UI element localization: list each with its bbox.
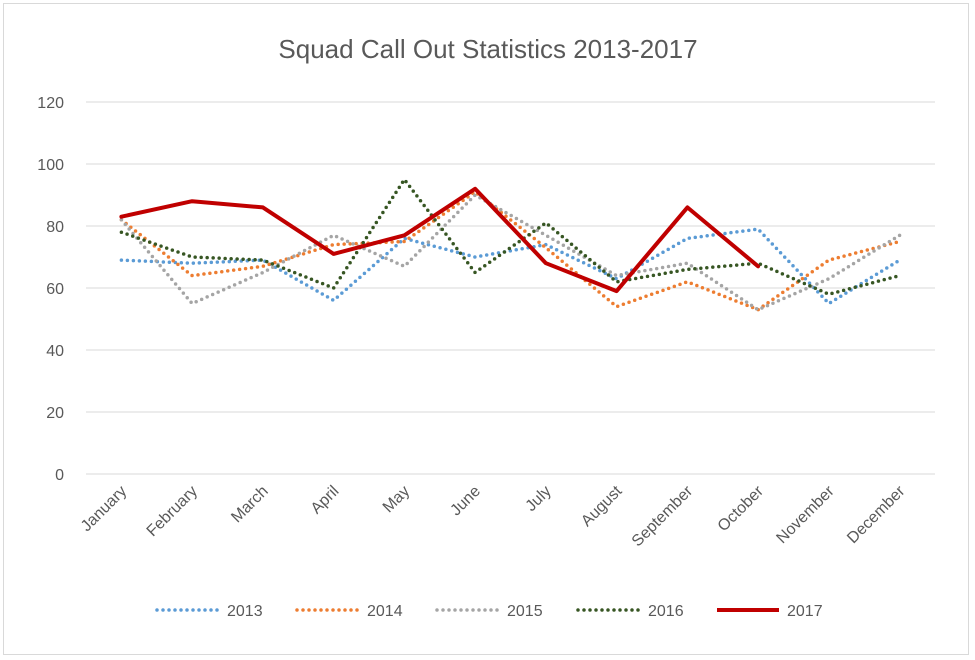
y-tick-label: 60 (46, 281, 64, 298)
x-tick-label: July (523, 483, 555, 515)
x-tick-label: February (144, 483, 201, 540)
gridlines (86, 101, 935, 475)
x-axis-tick-labels: January February March April May June July Augu… (78, 482, 909, 550)
y-tick-label: 20 (46, 405, 64, 422)
y-axis-tick-labels: 0 20 40 60 80 100 120 (37, 95, 64, 484)
series-line-2016 (119, 177, 902, 296)
legend-label-2016: 2016 (648, 603, 684, 620)
x-tick-label: September (629, 482, 697, 550)
series-lines (119, 177, 902, 312)
x-tick-label: October (715, 482, 768, 535)
series-line-2013 (119, 227, 902, 306)
x-tick-label: April (308, 483, 343, 518)
legend-label-2017: 2017 (787, 603, 823, 620)
x-tick-label: August (578, 482, 626, 530)
x-tick-label: March (228, 483, 271, 526)
x-tick-label: January (78, 483, 130, 535)
x-tick-label: November (773, 482, 838, 547)
x-tick-label: December (844, 482, 909, 547)
series-line-2015 (119, 193, 902, 312)
x-tick-label: June (447, 483, 484, 520)
chart-area (3, 3, 969, 655)
y-tick-label: 100 (37, 157, 64, 174)
chart-title: Squad Call Out Statistics 2013-2017 (278, 34, 697, 64)
y-tick-label: 0 (55, 467, 64, 484)
series-line-2017 (119, 186, 761, 294)
legend: 2013 2014 2015 2016 2017 (155, 603, 823, 620)
y-tick-label: 80 (46, 219, 64, 236)
series-line-2014 (119, 190, 902, 312)
x-tick-label: May (380, 483, 413, 516)
y-tick-label: 40 (46, 343, 64, 360)
legend-label-2014: 2014 (367, 603, 403, 620)
legend-label-2015: 2015 (507, 603, 543, 620)
y-tick-label: 120 (37, 95, 64, 112)
legend-label-2013: 2013 (227, 603, 263, 620)
